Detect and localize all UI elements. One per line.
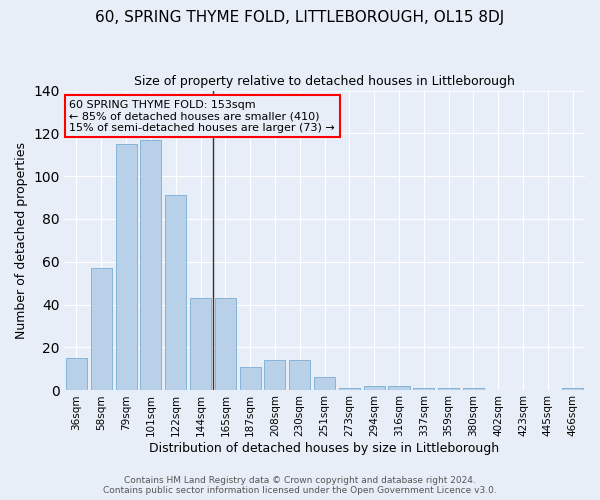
Title: Size of property relative to detached houses in Littleborough: Size of property relative to detached ho… bbox=[134, 75, 515, 88]
Bar bbox=[289, 360, 310, 390]
Bar bbox=[165, 196, 186, 390]
Bar bbox=[66, 358, 87, 390]
Bar bbox=[314, 378, 335, 390]
Bar bbox=[463, 388, 484, 390]
Bar bbox=[339, 388, 360, 390]
Bar bbox=[91, 268, 112, 390]
Bar bbox=[265, 360, 286, 390]
Bar bbox=[413, 388, 434, 390]
Bar bbox=[562, 388, 583, 390]
Bar bbox=[438, 388, 459, 390]
Bar bbox=[239, 366, 260, 390]
Text: Contains HM Land Registry data © Crown copyright and database right 2024.
Contai: Contains HM Land Registry data © Crown c… bbox=[103, 476, 497, 495]
Bar bbox=[364, 386, 385, 390]
X-axis label: Distribution of detached houses by size in Littleborough: Distribution of detached houses by size … bbox=[149, 442, 500, 455]
Text: 60, SPRING THYME FOLD, LITTLEBOROUGH, OL15 8DJ: 60, SPRING THYME FOLD, LITTLEBOROUGH, OL… bbox=[95, 10, 505, 25]
Bar bbox=[190, 298, 211, 390]
Text: 60 SPRING THYME FOLD: 153sqm
← 85% of detached houses are smaller (410)
15% of s: 60 SPRING THYME FOLD: 153sqm ← 85% of de… bbox=[70, 100, 335, 132]
Bar bbox=[215, 298, 236, 390]
Bar bbox=[140, 140, 161, 390]
Bar bbox=[388, 386, 410, 390]
Y-axis label: Number of detached properties: Number of detached properties bbox=[15, 142, 28, 339]
Bar bbox=[116, 144, 137, 390]
